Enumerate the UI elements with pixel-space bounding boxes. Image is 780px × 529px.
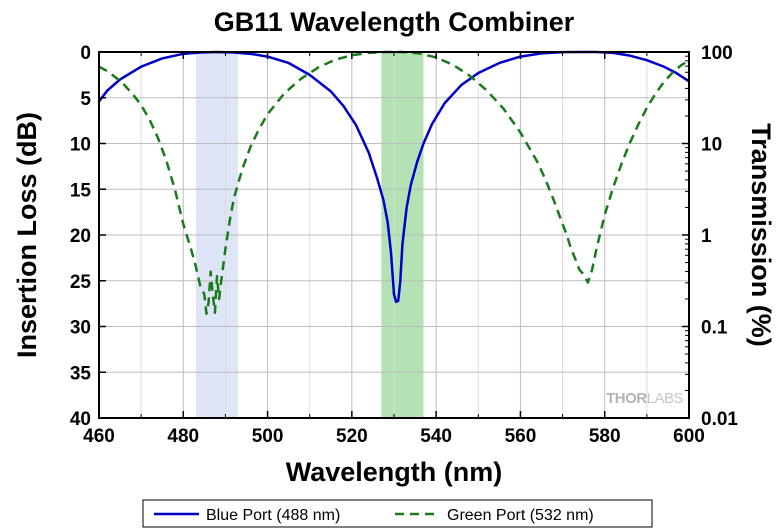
x-tick-label: 520 (336, 426, 368, 447)
y-tick-label: 40 (70, 409, 91, 430)
y2-axis-label: Transmission (%) (746, 123, 776, 347)
axis-ticks (98, 51, 690, 419)
y-tick-label: 35 (70, 363, 92, 384)
x-tick-label: 580 (589, 426, 621, 447)
y-tick-label: 5 (80, 89, 91, 110)
y-tick-label: 25 (70, 272, 92, 293)
y-tick-label: 10 (70, 135, 91, 156)
series-line-green-port (98, 50, 690, 315)
x-axis-label: Wavelength (nm) (286, 457, 503, 487)
legend: Blue Port (488 nm) Green Port (532 nm) (142, 499, 653, 528)
x-tick-label: 480 (167, 426, 199, 447)
y2-tick-label: 10 (701, 135, 722, 156)
y2-tick-label: 1 (701, 226, 712, 247)
y-tick-label: 30 (70, 318, 91, 339)
x-tick-label: 600 (673, 426, 705, 447)
y2-tick-label: 0.01 (701, 409, 738, 430)
x-tick-label: 460 (83, 426, 115, 447)
x-tick-label: 560 (505, 426, 537, 447)
y2-tick-label: 0.1 (701, 318, 728, 339)
y2-tick-label: 100 (701, 43, 733, 64)
legend-label-blue-port: Blue Port (488 nm) (206, 507, 340, 524)
legend-label-green-port: Green Port (532 nm) (447, 507, 594, 524)
watermark: THORLABS (606, 390, 683, 407)
y-tick-label: 0 (80, 43, 91, 64)
y-tick-label: 15 (70, 180, 92, 201)
y-tick-label: 20 (70, 226, 91, 247)
x-tick-label: 500 (252, 426, 284, 447)
chart-title: GB11 Wavelength Combiner (214, 7, 575, 37)
tick-labels: 460 480 500 520 540 560 580 600 0 5 10 15 20 25 30 35 40… (70, 43, 739, 447)
y-axis-label: Insertion Loss (dB) (12, 112, 42, 358)
x-tick-label: 540 (420, 426, 452, 447)
